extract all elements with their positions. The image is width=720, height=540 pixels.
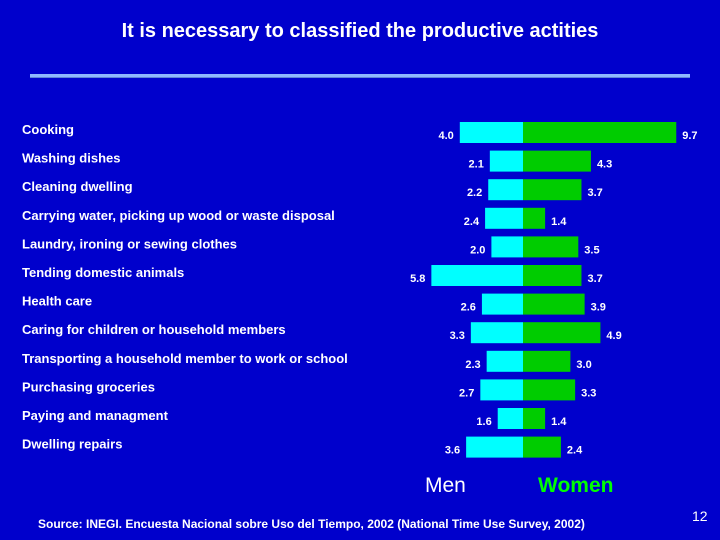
men-bar (470, 322, 523, 344)
women-bar (523, 322, 601, 344)
legend-women: Women (538, 474, 614, 497)
source-note: Source: INEGI. Encuesta Nacional sobre U… (38, 517, 585, 531)
men-value-label: 2.6 (461, 302, 476, 314)
title-divider (30, 74, 690, 78)
category-label: Paying and managment (22, 408, 169, 423)
men-bar (491, 236, 523, 258)
men-value-label: 2.4 (464, 216, 480, 228)
category-label: Cooking (22, 122, 74, 137)
men-value-label: 3.6 (445, 445, 460, 457)
men-bar (486, 350, 523, 372)
women-bar (523, 350, 571, 372)
men-value-label: 2.3 (465, 359, 480, 371)
men-value-label: 5.8 (410, 273, 425, 285)
women-value-label: 1.4 (551, 416, 567, 428)
men-bar (480, 379, 523, 401)
women-value-label: 4.9 (606, 330, 621, 342)
women-bar (523, 207, 546, 229)
women-value-label: 9.7 (682, 130, 697, 142)
category-label: Dwelling repairs (22, 437, 122, 452)
women-bar (523, 179, 582, 201)
category-label: Purchasing groceries (22, 379, 155, 394)
men-value-label: 4.0 (439, 130, 454, 142)
category-label: Washing dishes (22, 151, 120, 166)
men-value-label: 2.2 (467, 187, 482, 199)
men-value-label: 3.3 (450, 330, 465, 342)
men-bar (431, 265, 523, 286)
category-label: Caring for children or household members (22, 322, 286, 337)
women-value-label: 3.7 (587, 187, 602, 199)
page-number: 12 (692, 508, 708, 524)
women-bar (523, 265, 582, 286)
women-value-label: 3.5 (584, 244, 599, 256)
women-value-label: 3.9 (591, 302, 606, 314)
men-bar (497, 408, 523, 429)
legend-men: Men (425, 474, 466, 497)
men-value-label: 2.0 (470, 244, 485, 256)
men-value-label: 2.1 (469, 159, 484, 171)
men-bar (481, 293, 523, 315)
women-value-label: 1.4 (551, 216, 567, 228)
women-bar (523, 236, 579, 258)
category-label: Health care (22, 294, 92, 309)
men-bar (488, 179, 523, 201)
men-bar (485, 207, 523, 229)
men-bar (489, 150, 523, 172)
men-bar (466, 436, 523, 458)
women-bar (523, 293, 585, 315)
category-label: Carrying water, picking up wood or waste… (22, 208, 335, 223)
women-bar (523, 150, 591, 172)
category-label: Tending domestic animals (22, 265, 184, 280)
slide-title: It is necessary to classified the produc… (121, 20, 599, 42)
men-bar (459, 122, 523, 143)
men-value-label: 1.6 (476, 416, 491, 428)
women-value-label: 3.3 (581, 387, 596, 399)
men-value-label: 2.7 (459, 387, 474, 399)
category-label: Transporting a household member to work … (22, 351, 348, 366)
women-value-label: 3.7 (587, 273, 602, 285)
women-bar (523, 408, 546, 429)
women-bar (523, 379, 576, 401)
women-value-label: 3.0 (576, 359, 591, 371)
category-label: Laundry, ironing or sewing clothes (22, 236, 237, 251)
women-bar (523, 436, 561, 458)
women-bar (523, 122, 677, 143)
women-value-label: 4.3 (597, 159, 612, 171)
category-label: Cleaning dwelling (22, 179, 133, 194)
women-value-label: 2.4 (567, 445, 583, 457)
